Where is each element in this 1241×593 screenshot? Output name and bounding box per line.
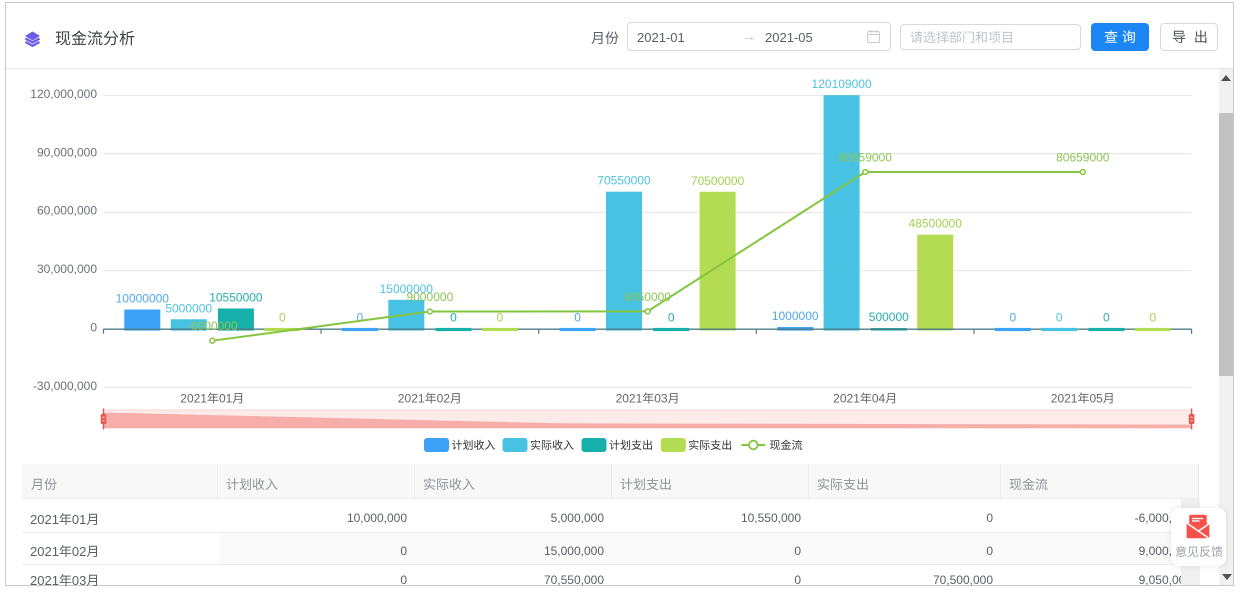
svg-text:实际支出: 实际支出 xyxy=(688,439,732,452)
svg-text:30,000,000: 30,000,000 xyxy=(37,262,97,276)
svg-text:2021年03月: 2021年03月 xyxy=(616,392,680,406)
svg-text:15000000: 15000000 xyxy=(380,282,434,296)
svg-text:0: 0 xyxy=(1009,311,1016,325)
svg-text:10550000: 10550000 xyxy=(209,290,263,304)
svg-text:10000000: 10000000 xyxy=(116,292,170,306)
svg-text:2021年01月: 2021年01月 xyxy=(180,392,244,406)
svg-text:0: 0 xyxy=(1056,311,1063,325)
svg-text:实际收入: 实际收入 xyxy=(530,439,574,452)
svg-text:80659000: 80659000 xyxy=(839,150,893,164)
svg-text:90,000,000: 90,000,000 xyxy=(37,145,97,159)
svg-text:现金流: 现金流 xyxy=(770,439,803,452)
svg-text:0: 0 xyxy=(1103,311,1110,325)
svg-text:0: 0 xyxy=(279,311,286,325)
svg-text:70500000: 70500000 xyxy=(691,174,745,188)
svg-text:48500000: 48500000 xyxy=(909,217,963,231)
svg-text:计划收入: 计划收入 xyxy=(452,439,496,452)
svg-text:-30,000,000: -30,000,000 xyxy=(33,379,97,393)
svg-text:120,000,000: 120,000,000 xyxy=(30,87,97,101)
svg-text:9000000: 9000000 xyxy=(407,290,454,304)
svg-text:120109000: 120109000 xyxy=(812,77,872,91)
svg-text:1000000: 1000000 xyxy=(772,309,819,323)
svg-text:70550000: 70550000 xyxy=(597,174,651,188)
svg-text:0: 0 xyxy=(450,311,457,325)
svg-text:0: 0 xyxy=(1149,311,1156,325)
svg-text:9050000: 9050000 xyxy=(624,290,671,304)
svg-text:计划支出: 计划支出 xyxy=(609,439,653,452)
svg-text:0: 0 xyxy=(497,311,504,325)
svg-text:60,000,000: 60,000,000 xyxy=(37,204,97,218)
svg-text:500000: 500000 xyxy=(869,310,909,324)
svg-text:2021年04月: 2021年04月 xyxy=(833,392,897,406)
svg-text:80659000: 80659000 xyxy=(1056,150,1110,164)
svg-text:2021年02月: 2021年02月 xyxy=(398,392,462,406)
svg-text:0: 0 xyxy=(357,311,364,325)
svg-text:5000000: 5000000 xyxy=(165,301,212,315)
svg-text:0: 0 xyxy=(90,321,97,335)
svg-text:0: 0 xyxy=(668,311,675,325)
svg-text:0: 0 xyxy=(574,311,581,325)
svg-text:-6000000: -6000000 xyxy=(187,319,238,333)
svg-text:2021年05月: 2021年05月 xyxy=(1051,392,1115,406)
